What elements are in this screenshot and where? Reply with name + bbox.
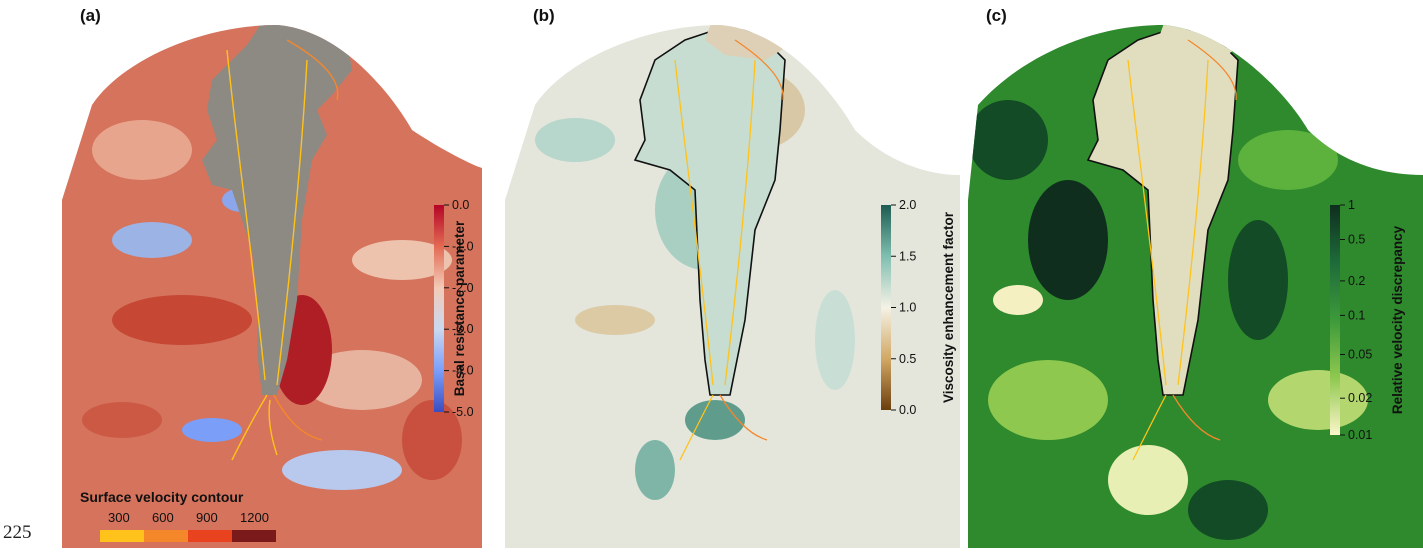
colorbar-tick-label: 1 (1348, 198, 1355, 212)
colorbar-gradient (1330, 205, 1340, 435)
legend-swatch (232, 530, 276, 542)
legend-swatch (144, 530, 188, 542)
map-panel-a: 0.0 -1.0 -2.0 -3.0 -4.0 -5.0 Basal resistance … (62, 25, 482, 548)
colorbar-tick-label: -5.0 (452, 405, 474, 419)
colorbar-tick-label: -2.0 (452, 281, 474, 295)
panel-c: 1 0.5 0.2 0.1 0.05 0.02 0.01 Relative velocity … (968, 0, 1423, 548)
map-panel-b: 2.0 1.5 1.0 0.5 0.0 Viscosity enhancement fac… (505, 25, 960, 548)
colorbar-tick-label: 0.0 (452, 198, 469, 212)
colorbar-tick-label: -4.0 (452, 364, 474, 378)
glacier-mask (202, 25, 352, 395)
velocity-contours (226, 25, 339, 461)
colorbar-tick-label: 0.05 (1348, 348, 1372, 362)
colorbar-tick-label: 2.0 (899, 198, 916, 212)
basal-colorbar: 0.0 -1.0 -2.0 -3.0 -4.0 -5.0 Basal resistance … (434, 198, 474, 419)
legend-tick-label: 600 (152, 510, 174, 525)
colorbar-gradient (434, 205, 444, 412)
line-number: 225 (3, 522, 32, 543)
map-panel-c: 1 0.5 0.2 0.1 0.05 0.02 0.01 Relative velocity … (968, 25, 1423, 548)
panel-b: 2.0 1.5 1.0 0.5 0.0 Viscosity enhancement fac… (505, 0, 960, 548)
legend-tick-label: 1200 (240, 510, 269, 525)
panel-label-b: (b) (533, 6, 555, 25)
panel-a: 0.0 -1.0 -2.0 -3.0 -4.0 -5.0 Basal resistance … (62, 0, 482, 548)
colorbar-title: Viscosity enhancement factor (941, 211, 956, 403)
discrepancy-colorbar: 1 0.5 0.2 0.1 0.05 0.02 0.01 Relative velocity … (1330, 198, 1405, 442)
legend-title: Surface velocity contour (80, 489, 244, 505)
colorbar-tick-label: 0.01 (1348, 428, 1372, 442)
velocity-contours (674, 25, 784, 461)
colorbar-gradient (881, 205, 891, 410)
viscosity-colorbar: 2.0 1.5 1.0 0.5 0.0 Viscosity enhancement fac… (881, 198, 956, 417)
legend-tick-label: 900 (196, 510, 218, 525)
panel-label-a: (a) (80, 6, 101, 25)
colorbar-tick-label: 0.5 (899, 352, 916, 366)
colorbar-tick-label: -3.0 (452, 322, 474, 336)
colorbar-tick-label: 0.5 (1348, 233, 1365, 247)
colorbar-tick-label: -1.0 (452, 239, 474, 253)
colorbar-tick-label: 0.0 (899, 403, 916, 417)
colorbar-tick-label: 0.2 (1348, 274, 1365, 288)
legend-swatch (100, 530, 144, 542)
panel-label-c: (c) (986, 6, 1007, 25)
legend-swatch (188, 530, 232, 542)
surface-velocity-legend: Surface velocity contour 300 600 900 1200 (80, 489, 276, 542)
colorbar-tick-label: 0.02 (1348, 391, 1372, 405)
legend-tick-label: 300 (108, 510, 130, 525)
colorbar-tick-label: 1.0 (899, 301, 916, 315)
colorbar-tick-label: 0.1 (1348, 308, 1365, 322)
colorbar-tick-label: 1.5 (899, 249, 916, 263)
velocity-contours (1127, 25, 1237, 461)
colorbar-title: Basal resistance parameter (452, 220, 467, 396)
colorbar-title: Relative velocity discrepancy (1390, 225, 1405, 414)
